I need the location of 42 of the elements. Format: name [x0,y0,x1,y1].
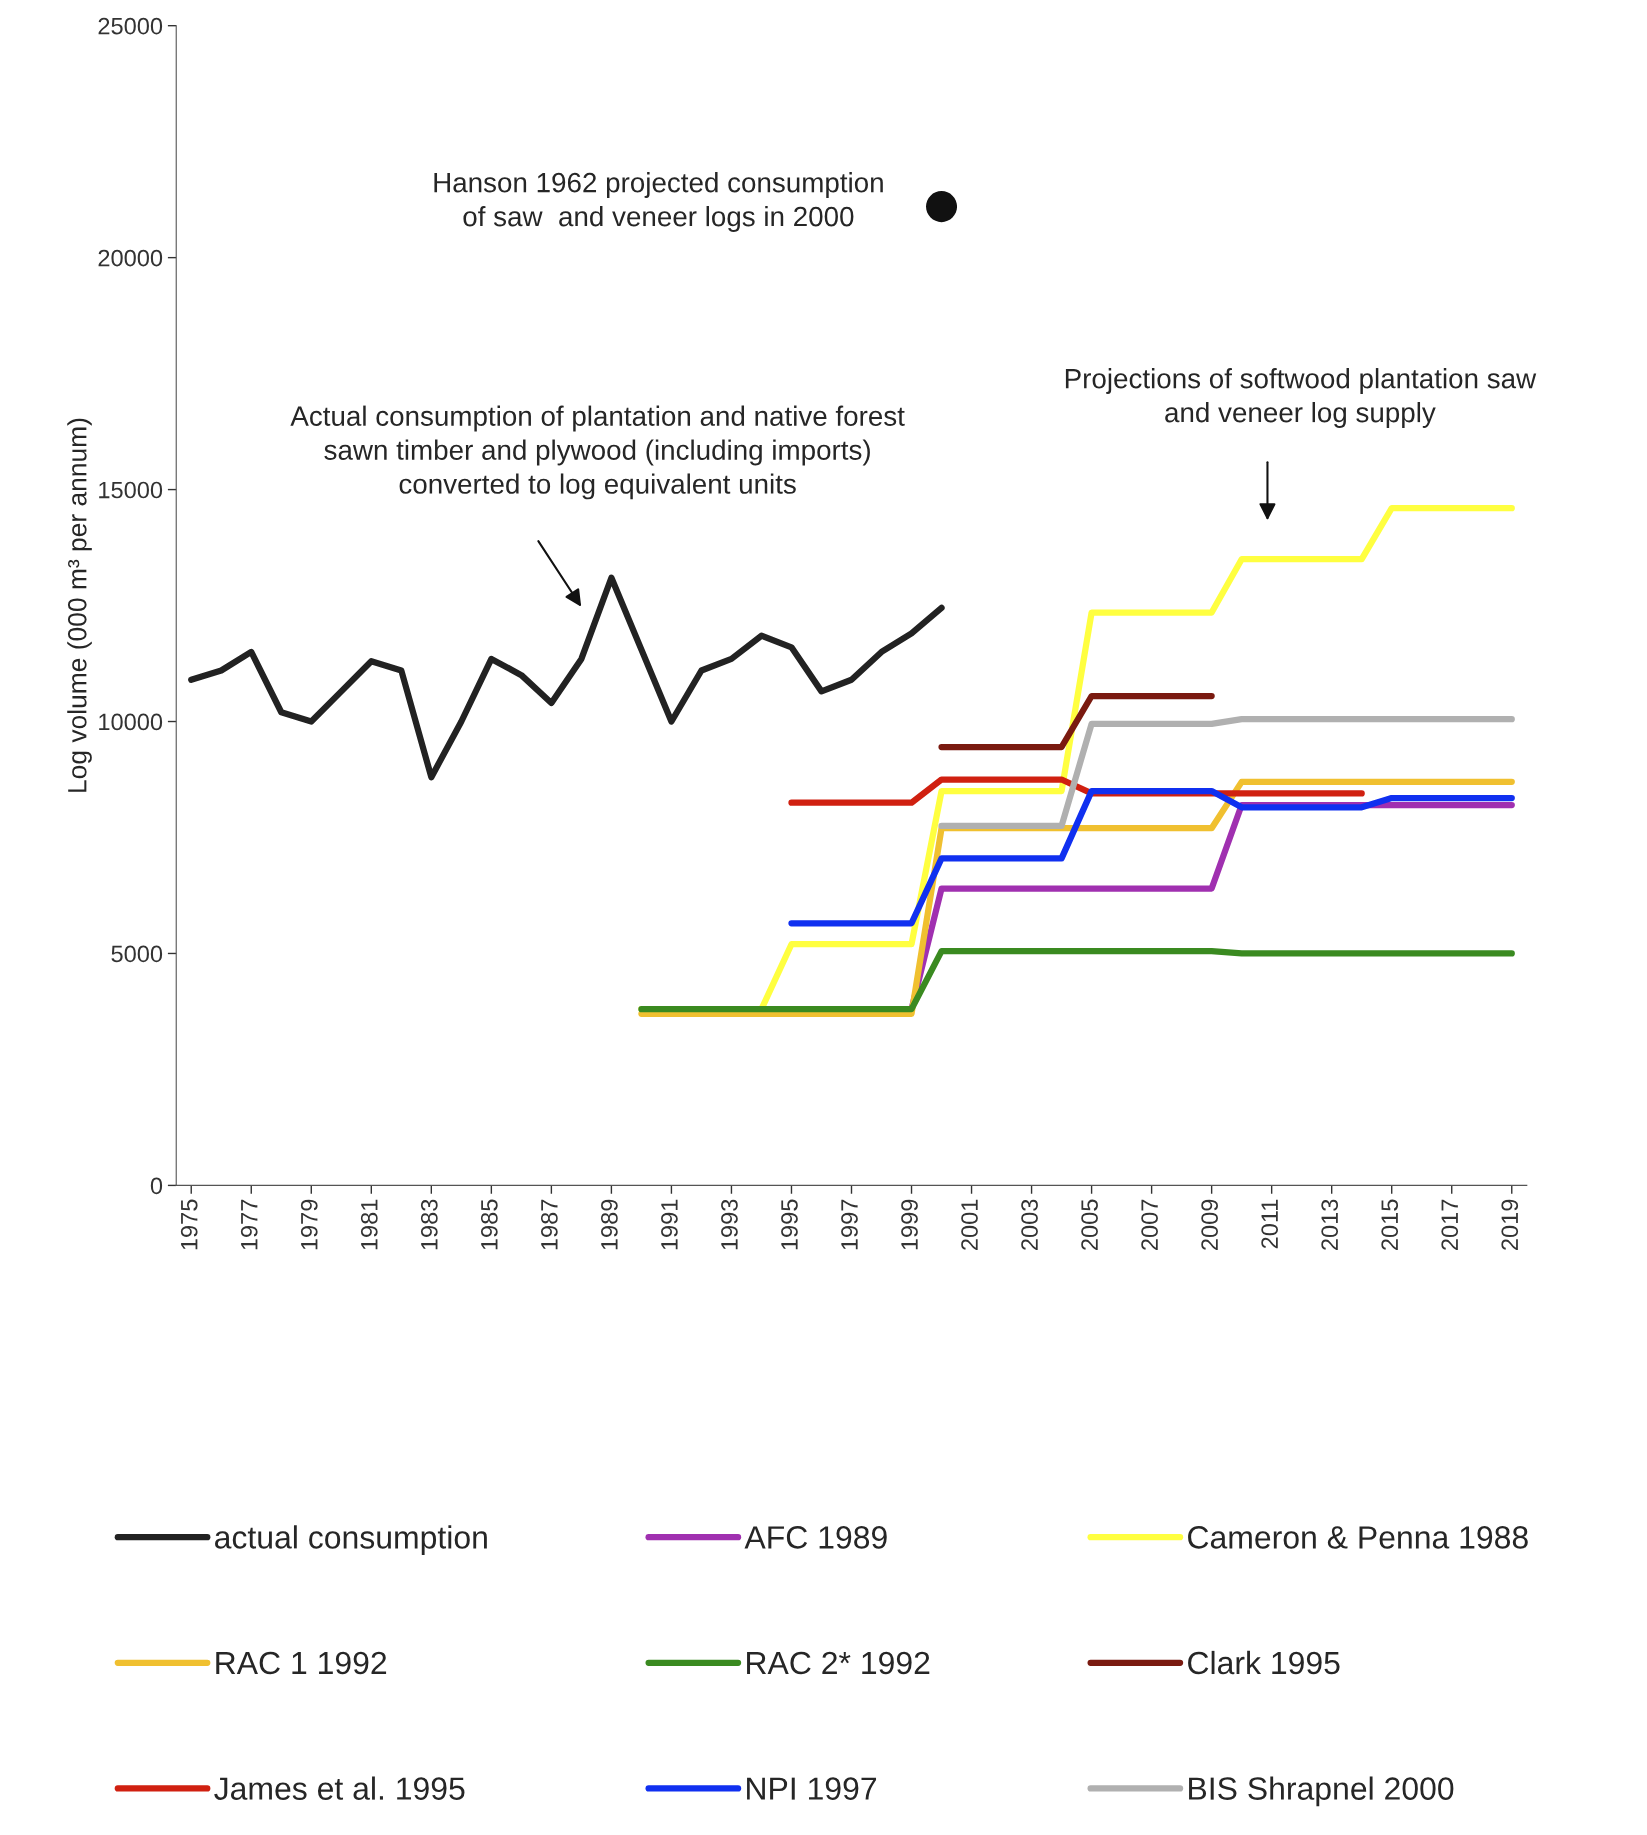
x-tick-label: 2015 [1381,1199,1399,1250]
x-tick-label: 2009 [1201,1199,1218,1250]
x-tick-label: 1975 [180,1199,198,1250]
x-tick-label: 1989 [601,1199,618,1250]
y-tick-label: 25000 [98,17,163,35]
x-tick-label: 1993 [721,1199,738,1250]
x-tick-label: 1981 [360,1199,378,1250]
legend-label: RAC 1 1992 [216,1651,387,1675]
legend-label: actual consumption [215,1525,487,1556]
x-tick-label: 1977 [240,1199,258,1250]
y-tick-label: 0 [150,1177,163,1195]
y-tick-label: 20000 [98,249,163,267]
x-tick-label: 1999 [901,1199,918,1250]
x-tick-label: 1985 [480,1199,498,1250]
legend-label: Clark 1995 [1188,1650,1340,1675]
x-tick-label: 2001 [961,1199,978,1250]
y-tick-label: 5000 [111,945,163,963]
legend-label: James et al. 1995 [214,1776,465,1800]
x-tick-label: 2007 [1141,1199,1158,1250]
x-tick-label: 2013 [1321,1199,1339,1250]
y-axis-title: Log volume (000 m³ per annum) [67,418,92,792]
x-tick-label: 1987 [541,1199,558,1250]
x-tick-label: 1995 [781,1199,798,1250]
legend-label: NPI 1997 [747,1777,877,1800]
legend-label: BIS Shrapnel 2000 [1189,1776,1454,1807]
x-tick-label: 1979 [300,1199,318,1250]
x-tick-label: 2003 [1021,1199,1038,1250]
x-tick-label: 1997 [841,1199,858,1250]
legend-label: RAC 2* 1992 [747,1651,930,1675]
annotation: Actual consumption of plantation and native forest sawn timber and plywood (including imports) converted to log equivalent units [290,405,905,500]
legend-label: AFC 1989 [744,1526,887,1549]
y-tick-label: 15000 [99,481,163,499]
y-tick-label: 10000 [99,713,163,731]
annotation: Projections of softwood plantation saw and veneer log supply [1065,368,1537,428]
x-tick-label: 2011 [1261,1199,1279,1249]
x-tick-label: 1991 [661,1199,678,1250]
legend-label: Cameron & Penna 1988 [1188,1526,1528,1549]
x-tick-label: 2017 [1441,1199,1459,1250]
x-tick-label: 2005 [1081,1199,1098,1250]
annotation: Hanson 1962 projected consumption of saw and veneer logs in 2000 [434,172,883,232]
x-tick-label: 2019 [1501,1199,1519,1250]
x-tick-label: 1983 [420,1199,438,1250]
